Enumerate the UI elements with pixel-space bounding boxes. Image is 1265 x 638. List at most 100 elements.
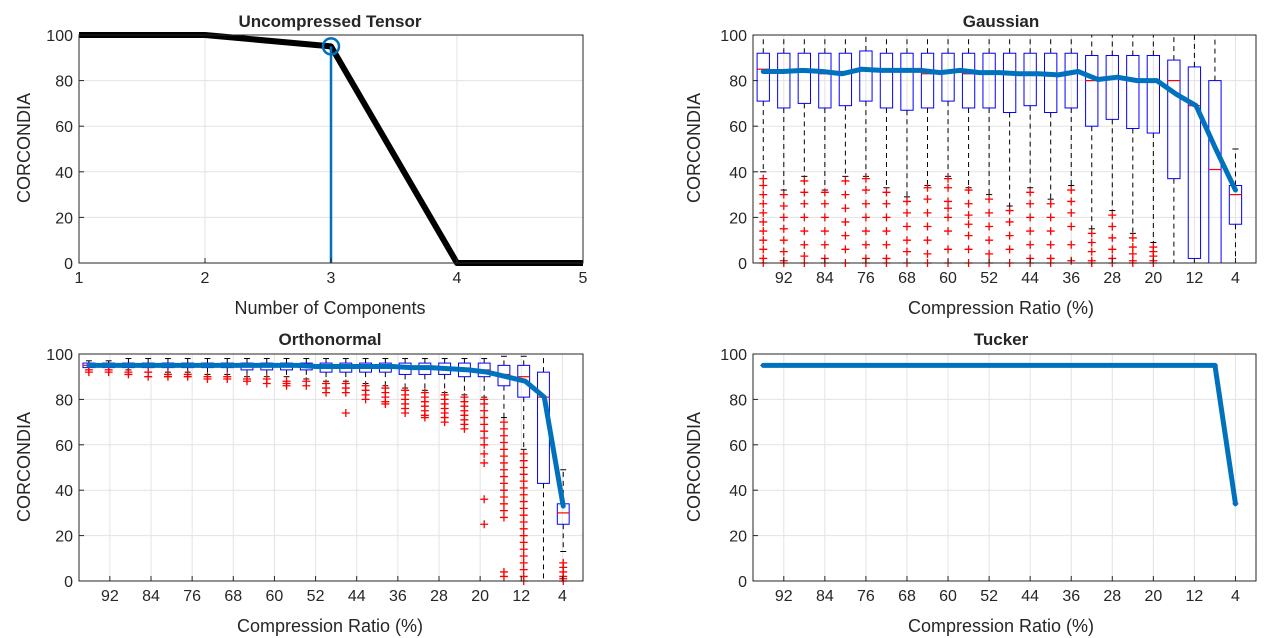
outlier-marker: [519, 552, 528, 561]
x-tick-label: 36: [1062, 270, 1080, 287]
outlier-marker: [923, 249, 932, 258]
outlier-marker: [820, 188, 829, 197]
box: [920, 52, 935, 109]
x-tick-label: 12: [512, 588, 530, 605]
y-tick-label: 60: [729, 119, 747, 136]
outlier-marker: [861, 186, 870, 195]
x-tick-label: 44: [1021, 270, 1039, 287]
outlier-marker: [1026, 227, 1035, 236]
outlier-marker: [759, 217, 768, 226]
outlier-marker: [985, 222, 994, 231]
outlier-marker: [779, 247, 788, 256]
outlier-marker: [1046, 199, 1055, 208]
x-tick-label: 5: [579, 270, 588, 287]
outlier-marker: [519, 477, 528, 486]
x-axis-label: Number of Components: [234, 298, 425, 318]
y-tick-label: 80: [729, 74, 747, 91]
box: [1023, 52, 1037, 107]
y-tick-label: 100: [720, 347, 747, 364]
x-tick-label: 28: [1103, 588, 1121, 605]
outlier-marker: [519, 490, 528, 499]
y-tick-label: 20: [55, 210, 73, 227]
outlier-marker: [124, 370, 133, 379]
box: [838, 52, 853, 107]
outlier-marker: [1087, 247, 1096, 256]
outlier-marker: [841, 245, 850, 254]
selected-point-marker: [321, 37, 341, 56]
outlier-marker: [1005, 231, 1014, 240]
box: [1002, 52, 1017, 114]
x-tick-label: 68: [898, 588, 916, 605]
outlier-marker: [759, 208, 768, 217]
y-tick-label: 0: [64, 256, 73, 273]
outlier-marker: [480, 440, 489, 449]
outlier-marker: [341, 388, 350, 397]
outlier-marker: [861, 199, 870, 208]
y-tick-label: 0: [738, 256, 747, 273]
outlier-marker: [1005, 217, 1014, 226]
outlier-marker: [1108, 222, 1117, 231]
outlier-marker: [759, 190, 768, 199]
outlier-marker: [480, 458, 489, 467]
outlier-marker: [779, 236, 788, 245]
box: [756, 52, 770, 102]
x-tick-label: 36: [389, 588, 407, 605]
outlier-marker: [282, 381, 291, 390]
outlier-marker: [944, 174, 953, 183]
outlier-marker: [841, 231, 850, 240]
outlier-marker: [820, 227, 829, 236]
y-tick-label: 60: [55, 119, 73, 136]
chart-title: Uncompressed Tensor: [239, 12, 422, 31]
x-tick-label: 28: [1103, 270, 1121, 287]
x-tick-label: 20: [471, 588, 489, 605]
outlier-marker: [499, 472, 508, 481]
box: [1146, 55, 1161, 134]
x-tick-label: 52: [980, 270, 998, 287]
outlier-marker: [499, 499, 508, 508]
y-tick-label: 100: [46, 347, 73, 364]
y-tick-label: 40: [55, 483, 73, 500]
outlier-marker: [861, 227, 870, 236]
box: [797, 52, 811, 104]
outlier-marker: [923, 208, 932, 217]
outlier-marker: [499, 424, 508, 433]
outlier-marker: [820, 240, 829, 249]
outlier-marker: [841, 217, 850, 226]
y-tick-label: 80: [55, 392, 73, 409]
outlier-marker: [902, 197, 911, 206]
outlier-marker: [519, 517, 528, 526]
x-tick-label: 76: [857, 270, 875, 287]
outlier-marker: [861, 213, 870, 222]
panel-uncompressed-tensor: Uncompressed Tensor Number of Components…: [14, 12, 588, 318]
x-tick-label: 12: [1186, 588, 1204, 605]
y-axis-label: CORCONDIA: [14, 412, 34, 522]
outlier-marker: [499, 418, 508, 427]
plot-frame: [78, 353, 584, 582]
outlier-marker: [759, 245, 768, 254]
outlier-marker: [499, 572, 508, 581]
outlier-marker: [1026, 199, 1035, 208]
outlier-marker: [519, 545, 528, 554]
x-axis-label: Compression Ratio (%): [908, 616, 1094, 636]
outlier-marker: [841, 176, 850, 185]
outlier-marker: [985, 249, 994, 258]
outlier-marker: [519, 531, 528, 540]
x-tick-label: 84: [816, 588, 834, 605]
y-tick-label: 60: [729, 438, 747, 455]
outlier-marker: [499, 506, 508, 515]
outlier-marker: [1128, 249, 1137, 258]
x-tick-label: 28: [430, 588, 448, 605]
outlier-marker: [1005, 206, 1014, 215]
box: [961, 52, 976, 109]
series-line: [760, 362, 1238, 507]
outlier-marker: [499, 438, 508, 447]
outlier-marker: [944, 204, 953, 213]
outlier-marker: [923, 222, 932, 231]
x-tick-label: 20: [1144, 270, 1162, 287]
outlier-marker: [499, 465, 508, 474]
outlier-marker: [820, 199, 829, 208]
outlier-marker: [480, 399, 489, 408]
x-tick-label: 68: [898, 270, 916, 287]
outlier-marker: [519, 449, 528, 458]
outlier-marker: [480, 449, 489, 458]
